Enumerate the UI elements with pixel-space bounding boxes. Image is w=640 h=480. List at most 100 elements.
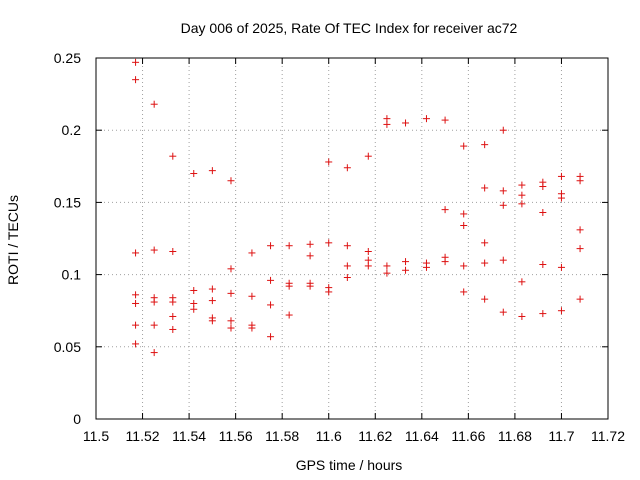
data-point (248, 324, 256, 332)
data-point (576, 177, 584, 185)
y-tick-label: 0.25 (54, 50, 81, 66)
data-point (267, 276, 275, 284)
data-point (499, 308, 507, 316)
data-point (132, 58, 140, 66)
data-point (227, 324, 235, 332)
data-point (248, 249, 256, 257)
data-point (557, 263, 565, 271)
axis-ticks (95, 57, 609, 420)
data-point (325, 158, 333, 166)
data-point (576, 245, 584, 253)
data-point (267, 242, 275, 250)
data-point (499, 187, 507, 195)
data-point (441, 258, 449, 266)
data-point (208, 167, 216, 175)
data-point (402, 119, 410, 127)
data-point (132, 249, 140, 257)
data-point (306, 240, 314, 248)
x-tick-label: 11.66 (451, 428, 485, 444)
data-point (460, 288, 468, 296)
y-axis-tick-labels: 0 0.05 0.1 0.15 0.2 0.25 (54, 50, 81, 427)
data-point (132, 299, 140, 307)
data-point (422, 115, 430, 123)
data-point (481, 184, 489, 192)
data-point (169, 247, 177, 255)
data-point (481, 259, 489, 267)
data-point (539, 183, 547, 191)
data-point (132, 291, 140, 299)
data-point (150, 100, 158, 108)
data-point (364, 247, 372, 255)
data-point (227, 289, 235, 297)
data-point (169, 152, 177, 160)
data-point (169, 312, 177, 320)
y-tick-label: 0.1 (62, 267, 82, 283)
grid (96, 58, 608, 419)
data-point (190, 286, 198, 294)
data-point (539, 209, 547, 217)
x-tick-label: 11.52 (126, 428, 160, 444)
data-point (481, 239, 489, 247)
data-point (422, 263, 430, 271)
data-point (306, 282, 314, 290)
x-tick-label: 11.64 (405, 428, 439, 444)
data-point (539, 310, 547, 318)
y-tick-label: 0.05 (54, 339, 81, 355)
data-point (460, 142, 468, 150)
data-point (150, 349, 158, 357)
chart-title: Day 006 of 2025, Rate Of TEC Index for r… (181, 20, 518, 36)
data-point (343, 262, 351, 270)
data-point (132, 340, 140, 348)
data-point (208, 317, 216, 325)
data-point (557, 194, 565, 202)
data-point (325, 239, 333, 247)
data-point (441, 206, 449, 214)
data-point (325, 288, 333, 296)
data-point (343, 273, 351, 281)
data-point (402, 258, 410, 266)
data-point (364, 262, 372, 270)
data-point (518, 200, 526, 208)
data-point (557, 172, 565, 180)
data-point (499, 256, 507, 264)
data-point (150, 246, 158, 254)
data-point (285, 282, 293, 290)
y-tick-label: 0.2 (62, 122, 82, 138)
data-point (460, 222, 468, 230)
x-tick-label: 11.6 (316, 428, 342, 444)
x-tick-label: 11.7 (548, 428, 574, 444)
data-point (190, 305, 198, 313)
data-point (539, 260, 547, 268)
x-axis-label: GPS time / hours (296, 457, 403, 473)
x-axis-tick-labels: 11.5 11.52 11.54 11.56 11.58 11.6 11.62 11.64 11… (83, 428, 625, 444)
y-axis-label: ROTI / TECUs (5, 195, 21, 285)
data-point (190, 170, 198, 178)
x-tick-label: 11.54 (172, 428, 206, 444)
plot-frame (95, 57, 609, 420)
data-point (383, 120, 391, 128)
data-point (132, 321, 140, 329)
data-point (576, 295, 584, 303)
x-tick-label: 11.68 (498, 428, 532, 444)
data-point (364, 152, 372, 160)
data-point (383, 269, 391, 277)
data-point (557, 307, 565, 315)
data-point (576, 226, 584, 234)
y-tick-label: 0.15 (54, 194, 81, 210)
data-point (306, 252, 314, 260)
data-point (343, 242, 351, 250)
data-point (499, 126, 507, 134)
data-point (227, 177, 235, 185)
data-point (267, 301, 275, 309)
data-point (208, 297, 216, 305)
data-point (150, 298, 158, 306)
data-point (518, 312, 526, 320)
data-point (267, 333, 275, 341)
data-point (499, 201, 507, 209)
data-point (460, 262, 468, 270)
y-tick-label: 0 (73, 411, 81, 427)
data-point (150, 321, 158, 329)
data-point (169, 298, 177, 306)
data-point (285, 311, 293, 319)
